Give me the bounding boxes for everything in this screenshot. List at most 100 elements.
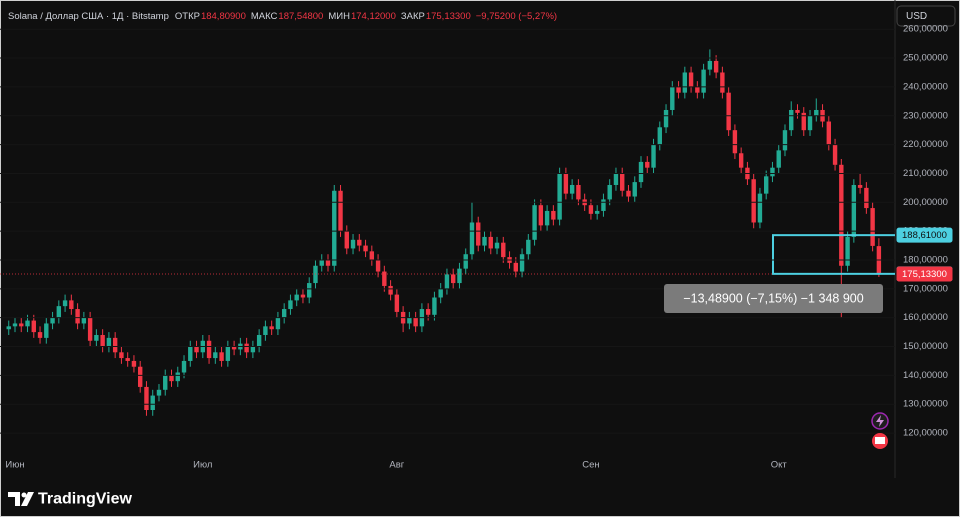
measure-label: −13,48900 (−7,15%) −1 348 900 <box>683 291 863 305</box>
candle-body <box>394 294 400 312</box>
candle-body <box>332 190 337 266</box>
candle-body <box>231 346 237 350</box>
candle-body <box>782 130 788 151</box>
candle-body <box>369 251 375 260</box>
y-tick-label: 240,00000 <box>903 81 948 92</box>
plot-area: 120,00000 130,00000 140,00000 150,00000 160,… <box>0 24 953 471</box>
candle-body <box>338 190 343 232</box>
y-tick-label: 230,00000 <box>903 110 948 121</box>
candle-body <box>444 274 450 289</box>
y-tick-label: 120,00000 <box>903 428 948 439</box>
candle-body <box>857 184 863 188</box>
candle-body <box>457 268 462 284</box>
y-tick-label: 220,00000 <box>903 139 948 150</box>
x-tick-label: Сен <box>582 460 599 471</box>
candle-body <box>156 389 162 396</box>
candle-body <box>263 326 268 335</box>
candle-body <box>350 239 356 249</box>
candle-body <box>845 236 850 266</box>
candle-body <box>488 236 493 249</box>
measure-label-bg <box>664 284 883 313</box>
ohlc-value: 174,12000 <box>351 11 396 22</box>
y-tick-label: 260,00000 <box>903 24 948 35</box>
y-tick-label: 160,00000 <box>903 312 948 323</box>
candle-body <box>31 320 36 333</box>
header: Solana / Доллар США · 1Д · Bitstamp ОТКР 1… <box>8 11 557 22</box>
candle-body <box>25 320 30 327</box>
candle-body <box>663 109 669 128</box>
x-tick-label: Июл <box>193 460 212 471</box>
candle-body <box>832 144 838 165</box>
candle-body <box>363 245 368 252</box>
candle-body <box>213 352 218 359</box>
candle-body <box>557 173 562 220</box>
candle-body <box>125 358 130 361</box>
candle-body <box>576 184 581 200</box>
candle-body <box>357 239 362 246</box>
candle-body <box>519 254 525 272</box>
price-label-bg <box>896 266 953 282</box>
candle-body <box>569 184 575 194</box>
candle-body <box>870 208 875 246</box>
candle-body <box>50 317 55 324</box>
candle-body <box>225 346 231 361</box>
candle-body <box>169 375 174 382</box>
candle-body <box>814 109 819 116</box>
y-tick-label: 170,00000 <box>903 283 948 294</box>
candle-body <box>163 375 168 390</box>
y-tick-label: 250,00000 <box>903 53 948 64</box>
candle-body <box>307 283 312 298</box>
candle-body <box>645 161 650 168</box>
candle-body <box>144 386 149 410</box>
candle-body <box>112 337 118 353</box>
candle-body <box>150 395 155 410</box>
candle-body <box>81 317 87 324</box>
candle-body <box>44 323 49 338</box>
event-icon-glyph <box>875 437 885 444</box>
candle-body <box>770 167 775 177</box>
candle-body <box>594 210 600 214</box>
candle-body <box>688 72 694 87</box>
candle-body <box>244 343 249 353</box>
candle-body <box>720 72 725 93</box>
y-tick-label: 140,00000 <box>903 370 948 381</box>
candle-body <box>388 285 393 295</box>
candle-body <box>826 121 831 145</box>
ohlc-value: 184,80900 <box>201 11 246 22</box>
candle-body <box>538 205 544 226</box>
candle-body <box>344 231 349 249</box>
currency-button[interactable] <box>896 5 956 27</box>
candle-body <box>588 205 594 214</box>
candle-body <box>463 254 468 269</box>
candle-body <box>713 60 719 73</box>
candle-body <box>676 86 681 93</box>
candle-body <box>87 317 93 341</box>
candle-body <box>738 153 744 168</box>
series <box>0 49 895 416</box>
candle-body <box>695 86 700 93</box>
candle-body <box>69 300 74 310</box>
candle-body <box>839 164 844 266</box>
candle-body <box>413 317 418 327</box>
candle-body <box>375 259 381 272</box>
candle-body <box>94 334 99 341</box>
candle-body <box>764 176 769 194</box>
candle-body <box>563 173 569 194</box>
candle-body <box>532 205 537 240</box>
ohlc-label: ОТКР <box>175 11 200 22</box>
candle-body <box>757 193 763 223</box>
ohlc-label: МАКС <box>251 11 278 22</box>
candle-body <box>807 115 813 131</box>
symbol: Solana / Доллар США · 1Д · Bitstamp <box>8 11 169 22</box>
currency[interactable]: USD <box>906 11 927 22</box>
candle-body <box>250 346 256 353</box>
candle-body <box>626 190 631 197</box>
candle-body <box>432 297 437 315</box>
ohlc-label: МИН <box>328 11 350 22</box>
candle-body <box>544 210 550 226</box>
candle-body <box>526 239 531 255</box>
candle-body <box>801 112 806 131</box>
brand-logo <box>8 492 34 506</box>
